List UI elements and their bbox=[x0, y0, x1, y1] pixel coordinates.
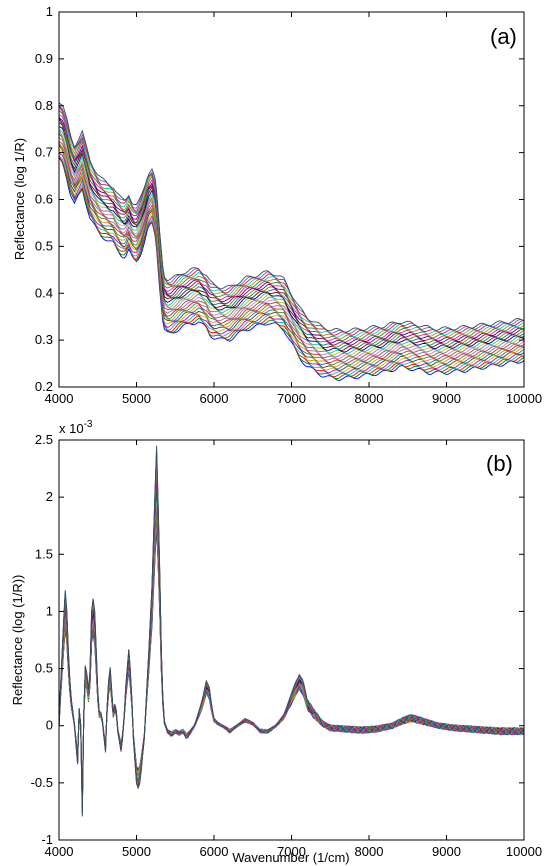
panel-b-spectrum-line bbox=[58, 474, 525, 807]
y-tick-label: 2 bbox=[46, 489, 53, 504]
x-tick-label: 8000 bbox=[355, 844, 384, 859]
y-tick-label: 0.7 bbox=[35, 145, 53, 160]
panel-b-spectrum-line bbox=[58, 467, 525, 810]
x-tick-label: 10000 bbox=[506, 844, 542, 859]
x-tick-label: 9000 bbox=[432, 391, 461, 406]
panel-a-spectrum-line bbox=[58, 142, 525, 366]
panel-b-scale-exponent: -3 bbox=[84, 419, 93, 430]
panel-b-spectrum-line bbox=[58, 475, 525, 807]
x-tick-label: 7000 bbox=[277, 844, 306, 859]
panel-a-spectrum-line bbox=[58, 102, 525, 333]
y-tick-label: 0 bbox=[46, 718, 53, 733]
panel-a-spectrum-line bbox=[58, 145, 525, 371]
panel-a-spectrum-line bbox=[58, 131, 525, 360]
panel-b: 4000 5000 6000 7000 8000 9000 10000 -1 -0.5 0 0.5… bbox=[10, 419, 542, 865]
panel-a-y-axis-label: Reflectance (log 1/R) bbox=[12, 138, 27, 260]
x-tick-label: 6000 bbox=[200, 844, 229, 859]
y-tick-label: 2.5 bbox=[35, 432, 53, 447]
panel-b-spectrum-line bbox=[58, 445, 525, 817]
panel-a-spectrum-line bbox=[58, 155, 524, 378]
y-tick-label: 0.5 bbox=[35, 661, 53, 676]
panel-b-spectrum-line bbox=[58, 472, 525, 807]
x-tick-label: 4000 bbox=[45, 844, 74, 859]
panel-b-spectrum-line bbox=[58, 494, 525, 800]
panel-b-y-ticks: -1 -0.5 0 0.5 1 1.5 2 2.5 bbox=[31, 432, 524, 847]
y-tick-label: 0.2 bbox=[35, 379, 53, 394]
panel-b-x-ticks: 4000 5000 6000 7000 8000 9000 10000 bbox=[45, 440, 542, 859]
panel-a-x-ticks: 4000 5000 6000 7000 8000 9000 10000 bbox=[45, 12, 542, 406]
panel-b-scale-base: x 10 bbox=[59, 421, 84, 436]
panel-a-spectrum-line bbox=[58, 155, 525, 380]
panel-a-spectrum-line bbox=[58, 117, 525, 346]
y-tick-label: 0.8 bbox=[35, 98, 53, 113]
x-tick-label: 8000 bbox=[355, 391, 384, 406]
y-tick-label: 0.3 bbox=[35, 332, 53, 347]
y-tick-label: -1 bbox=[41, 832, 53, 847]
panel-b-frame bbox=[58, 439, 525, 841]
panel-a-spectrum-line bbox=[58, 157, 525, 381]
panel-b-spectrum-line bbox=[58, 454, 525, 813]
panel-b-scale-note: x 10-3 bbox=[59, 419, 93, 436]
y-tick-label: 1.5 bbox=[35, 546, 53, 561]
y-tick-label: 0.9 bbox=[35, 51, 53, 66]
panel-a: 4000 5000 6000 7000 8000 9000 10000 0.20.30.40… bbox=[12, 4, 542, 406]
panel-b-spectrum-line bbox=[58, 483, 525, 803]
x-tick-label: 10000 bbox=[506, 391, 542, 406]
y-tick-label: 0.4 bbox=[35, 285, 53, 300]
panel-b-spectrum-line bbox=[58, 479, 525, 805]
y-tick-label: 1 bbox=[46, 4, 53, 19]
panel-b-spectrum-line bbox=[58, 485, 525, 804]
panel-b-spectrum-line bbox=[58, 486, 524, 804]
panel-a-label: (a) bbox=[490, 24, 517, 49]
x-tick-label: 4000 bbox=[45, 391, 74, 406]
panel-b-label: (b) bbox=[486, 451, 513, 476]
x-tick-label: 7000 bbox=[277, 391, 306, 406]
panel-a-y-ticks: 0.2 0.3 0.4 0.5 0.6 0.7 0.8 0.9 1 bbox=[35, 4, 524, 394]
panel-a-series bbox=[58, 102, 525, 381]
panel-b-spectrum-line bbox=[58, 464, 525, 810]
panel-b-spectrum-line bbox=[58, 460, 525, 811]
panel-a-spectrum-line bbox=[58, 116, 525, 344]
panel-b-spectrum-line bbox=[58, 497, 525, 800]
panel-b-spectrum-line bbox=[58, 449, 525, 815]
y-tick-label: 1 bbox=[46, 603, 53, 618]
y-tick-label: 0.6 bbox=[35, 192, 53, 207]
panel-b-spectrum-line bbox=[58, 453, 525, 813]
panel-b-spectrum-line bbox=[58, 465, 525, 810]
y-tick-label: 0.5 bbox=[35, 238, 53, 253]
y-tick-label: -0.5 bbox=[31, 775, 53, 790]
panel-b-spectrum-line bbox=[58, 456, 525, 813]
x-tick-label: 6000 bbox=[200, 391, 229, 406]
x-tick-label: 5000 bbox=[122, 391, 151, 406]
panel-b-x-axis-label: Wavenumber (1/cm) bbox=[232, 850, 349, 865]
x-tick-label: 9000 bbox=[432, 844, 461, 859]
panel-b-spectrum-line bbox=[58, 490, 525, 801]
panel-b-y-axis-label: Reflectance (log (1/R)) bbox=[10, 575, 25, 706]
x-tick-label: 5000 bbox=[122, 844, 151, 859]
panel-b-spectrum-line bbox=[58, 495, 525, 801]
panel-b-series bbox=[58, 445, 525, 817]
